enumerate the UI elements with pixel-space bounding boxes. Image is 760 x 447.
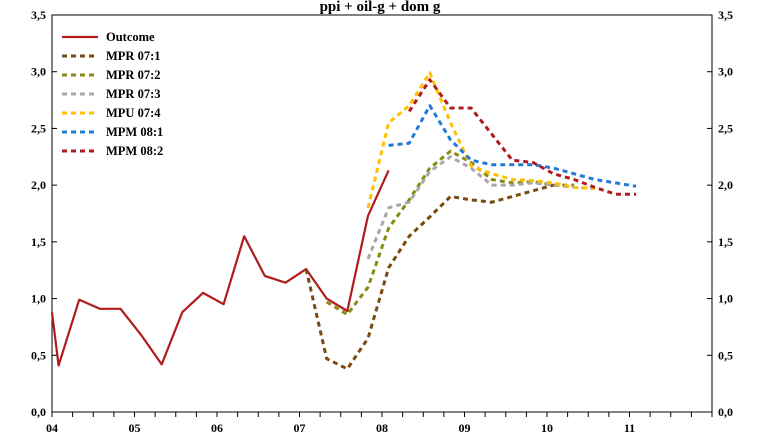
y-tick-label-right: 3,0 — [718, 65, 733, 79]
y-tick-label-right: 1,0 — [718, 292, 733, 306]
y-tick-label: 3,5 — [31, 8, 46, 22]
x-tick-label: 07 — [294, 421, 306, 435]
series-layer — [50, 71, 637, 371]
legend-label: MPU 07:4 — [106, 106, 161, 120]
series-line-mpm-08-2 — [407, 78, 637, 196]
legend-label: MPR 07:1 — [106, 49, 161, 63]
x-tick-label: 06 — [211, 421, 223, 435]
y-tick-label-right: 3,5 — [718, 8, 733, 22]
y-tick-label: 2,5 — [31, 121, 46, 135]
y-tick-label-right: 2,5 — [718, 121, 733, 135]
series-line-mpr-07-1 — [304, 183, 555, 371]
series-line-mpm-08-1 — [388, 104, 637, 188]
legend-label: MPM 08:1 — [106, 125, 163, 139]
chart-title: ppi + oil-g + dom g — [320, 0, 441, 15]
series-line-outcome — [50, 169, 390, 367]
series-line-mpr-07-2 — [325, 149, 575, 316]
legend-label: Outcome — [106, 30, 155, 44]
series-line-mpu-07-4 — [366, 71, 595, 209]
legend-label: MPR 07:3 — [106, 87, 161, 101]
x-tick-label: 05 — [129, 421, 141, 435]
series-line-mpr-07-3 — [366, 155, 595, 260]
legend-label: MPM 08:2 — [106, 144, 163, 158]
title-layer: ppi + oil-g + dom g — [320, 0, 441, 15]
axes-layer: 0,0 0,5 1,0 1,5 2,0 2,5 3,0 3,5 0,0 0,5 1,0 1,5 2,0 2… — [31, 8, 733, 435]
x-tick-label: 04 — [46, 421, 58, 435]
y-tick-label: 1,5 — [31, 235, 46, 249]
legend-label: MPR 07:2 — [106, 68, 161, 82]
x-tick-label: 11 — [624, 421, 635, 435]
y-tick-label: 1,0 — [31, 292, 46, 306]
y-tick-label: 2,0 — [31, 178, 46, 192]
legend: Outcome MPR 07:1 MPR 07:2 MPR 07:3 MPU 07:4 M… — [62, 30, 163, 158]
y-tick-label-right: 0,0 — [718, 405, 733, 419]
x-tick-label: 09 — [459, 421, 471, 435]
y-tick-label-right: 1,5 — [718, 235, 733, 249]
y-tick-label-right: 2,0 — [718, 178, 733, 192]
x-tick-label: 08 — [376, 421, 388, 435]
y-tick-label: 3,0 — [31, 65, 46, 79]
y-tick-label-right: 0,5 — [718, 348, 733, 362]
y-tick-label: 0,0 — [31, 405, 46, 419]
x-tick-label: 10 — [541, 421, 553, 435]
y-tick-label: 0,5 — [31, 348, 46, 362]
